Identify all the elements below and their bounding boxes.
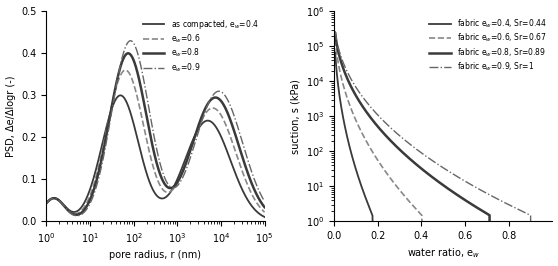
Legend: as compacted, e$_w$=0.4, e$_w$=0.6, e$_w$=0.8, e$_w$=0.9: as compacted, e$_w$=0.4, e$_w$=0.6, e$_w… [141,15,261,76]
X-axis label: water ratio, e$_w$: water ratio, e$_w$ [407,247,480,260]
Legend: fabric e$_w$=0.4, Sr=0.44, fabric e$_w$=0.6, Sr=0.67, fabric e$_w$=0.8, Sr=0.89,: fabric e$_w$=0.4, Sr=0.44, fabric e$_w$=… [427,15,549,76]
Y-axis label: suction, s (kPa): suction, s (kPa) [290,79,300,154]
X-axis label: pore radius, r (nm): pore radius, r (nm) [109,251,201,260]
Y-axis label: PSD, Δe/Δlogr (-): PSD, Δe/Δlogr (-) [6,76,16,157]
